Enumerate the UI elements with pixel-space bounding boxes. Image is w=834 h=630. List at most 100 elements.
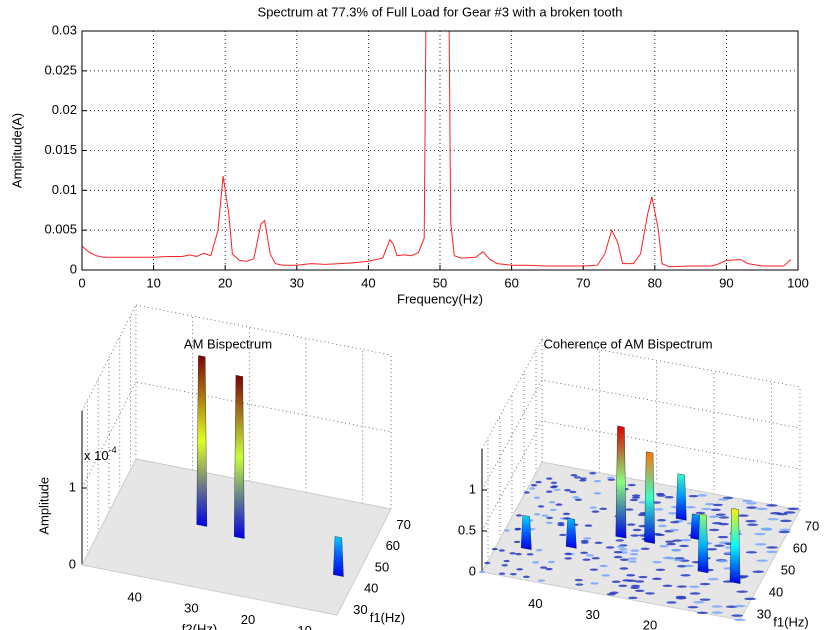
plot-frame	[81, 30, 799, 271]
surface-texture	[640, 547, 650, 551]
surface-texture	[706, 548, 718, 551]
y-tick-label: 40	[364, 581, 378, 596]
x-tick-label: 10	[146, 275, 160, 290]
grid-line	[81, 381, 392, 489]
surface-texture	[530, 484, 538, 487]
surface-texture	[607, 478, 616, 481]
surface-texture	[548, 500, 556, 504]
surface-texture	[546, 477, 553, 480]
peak	[729, 508, 741, 584]
surface-texture	[667, 512, 678, 515]
surface-texture	[783, 511, 796, 514]
surface-texture	[652, 560, 663, 564]
surface-texture	[680, 574, 691, 577]
surface-texture	[713, 544, 725, 547]
surface-texture	[580, 539, 589, 543]
x-tick-label: 50	[433, 275, 447, 290]
surface-texture	[619, 567, 629, 570]
surface-texture	[711, 521, 723, 525]
surface-texture	[569, 490, 577, 494]
surface-texture	[557, 523, 565, 527]
x-axis-label: f2(Hz)	[182, 621, 217, 630]
y-axis-label: f1(Hz)	[773, 614, 808, 629]
surface-texture	[744, 597, 757, 601]
surface-texture	[627, 557, 638, 560]
x-tick-label: 20	[218, 275, 232, 290]
surface-texture	[591, 510, 600, 513]
surface-texture	[669, 528, 679, 532]
surface-texture	[638, 575, 648, 579]
surface-texture	[589, 472, 597, 475]
grid-line	[481, 379, 801, 491]
surface-texture	[756, 507, 768, 511]
surface-texture	[546, 516, 554, 520]
surface-texture	[632, 528, 642, 532]
surface-texture	[580, 551, 589, 555]
surface-texture	[627, 579, 637, 582]
surface-texture	[605, 546, 615, 549]
surface-texture	[629, 498, 639, 502]
surface-texture	[717, 535, 729, 539]
surface-texture	[629, 552, 639, 556]
surface-texture	[630, 534, 640, 537]
surface-texture	[712, 503, 723, 507]
surface-texture	[541, 514, 549, 517]
surface-texture	[776, 512, 788, 516]
surface-texture	[583, 537, 592, 540]
surface-texture	[731, 614, 744, 617]
surface-texture	[665, 540, 675, 543]
surface-texture	[708, 528, 720, 532]
peak	[697, 513, 709, 574]
surface-texture	[672, 539, 683, 542]
surface-texture	[523, 491, 530, 494]
surface-texture	[611, 580, 621, 583]
surface-texture	[746, 506, 758, 509]
z-tick-label: 0	[469, 563, 476, 578]
x-tick-label: 100	[787, 275, 809, 290]
peak	[565, 517, 577, 549]
multiplier-exponent: -4	[109, 446, 117, 456]
surface-texture	[627, 483, 636, 487]
surface-texture	[656, 494, 666, 497]
surface-texture	[652, 577, 662, 581]
surface-texture	[547, 560, 556, 564]
x-tick-label: 20	[241, 612, 255, 627]
surface-texture	[688, 494, 699, 498]
surface-texture	[655, 568, 666, 571]
surface-texture	[532, 561, 540, 564]
surface-texture	[572, 496, 580, 499]
surface-texture	[662, 584, 673, 588]
surface-texture	[535, 548, 543, 552]
surface-texture	[711, 605, 723, 608]
surface-texture	[589, 506, 598, 509]
surface-texture	[626, 523, 636, 526]
surface-texture	[696, 611, 708, 615]
surface-texture	[575, 583, 584, 586]
z-multiplier: x 10-4	[84, 446, 117, 464]
surface-texture	[671, 548, 682, 552]
surface-texture	[628, 560, 638, 563]
chart-title: AM Bispectrum	[184, 336, 272, 351]
y-tick-label: 30	[757, 606, 771, 621]
surface-texture	[479, 570, 485, 574]
surface-texture	[718, 498, 729, 501]
surface-texture	[545, 567, 553, 571]
surface-texture	[746, 523, 759, 526]
surface-texture	[594, 541, 603, 545]
surface-texture	[606, 593, 616, 596]
peak	[644, 451, 656, 544]
surface-texture	[693, 601, 705, 604]
box-edge	[135, 304, 392, 356]
x-axis-label: Frequency(Hz)	[397, 291, 483, 306]
surface-texture	[755, 543, 767, 546]
surface-texture	[634, 589, 645, 592]
y-tick-label: 30	[353, 602, 367, 617]
y-axis-label: f1(Hz)	[370, 610, 405, 625]
surface-texture	[666, 542, 676, 546]
x-axis-label: f2(Hz)	[583, 627, 618, 630]
x-tick-label: 0	[78, 275, 85, 290]
surface-texture	[733, 618, 746, 622]
surface-texture	[616, 545, 626, 548]
surface-texture	[681, 538, 692, 542]
